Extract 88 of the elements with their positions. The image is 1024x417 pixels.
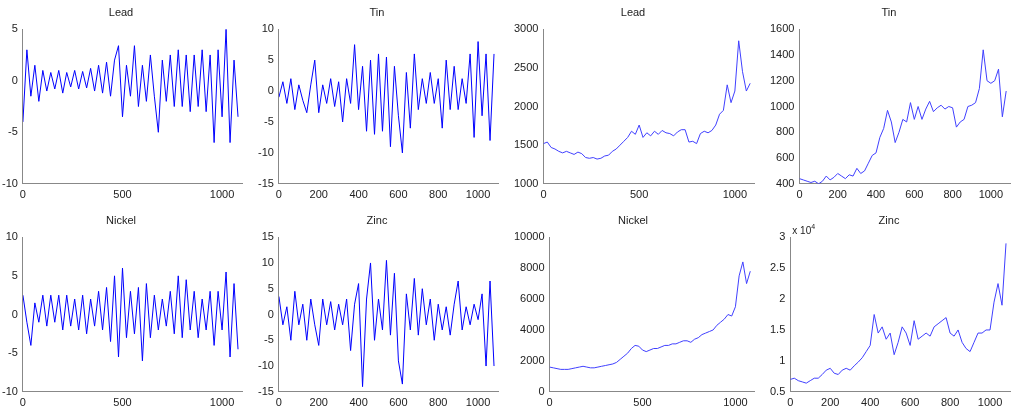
y-tick-label: 800 bbox=[776, 125, 795, 138]
y-tick-label: 0 bbox=[11, 307, 18, 320]
y-tick-label: -5 bbox=[264, 114, 274, 127]
y-tick-label: -10 bbox=[1, 176, 18, 189]
y-tick-label: -15 bbox=[257, 176, 274, 189]
y-tick-label: 1.5 bbox=[769, 322, 786, 335]
x-tick-label: 1000 bbox=[209, 188, 235, 201]
x-tick-label: 1000 bbox=[209, 396, 235, 409]
y-tick-label: -10 bbox=[257, 359, 274, 372]
y-tick-label: -5 bbox=[264, 333, 274, 346]
y-tick-label: 1200 bbox=[769, 73, 795, 86]
x-tick-label: 0 bbox=[19, 188, 26, 201]
y-tick-label: 0.5 bbox=[769, 384, 786, 397]
x-tick-label: 0 bbox=[546, 396, 553, 409]
y-tick-label: -5 bbox=[8, 125, 18, 138]
x-tick-label: 500 bbox=[113, 188, 132, 201]
x-tick-label: 0 bbox=[19, 396, 26, 409]
y-tick-label: 1000 bbox=[769, 99, 795, 112]
y-tick-label: 10000 bbox=[513, 230, 545, 243]
x-tick-label: 500 bbox=[629, 188, 649, 201]
y-tick-label: 0 bbox=[267, 84, 274, 97]
x-tick-label: 1000 bbox=[722, 188, 748, 201]
y-tick-label: 600 bbox=[776, 151, 795, 164]
y-tick-label: -10 bbox=[257, 145, 274, 158]
y-tick-label: 3000 bbox=[513, 22, 539, 35]
y-tick-label: 1 bbox=[779, 353, 786, 366]
x-tick-label: 600 bbox=[905, 188, 924, 201]
y-tick-label: 2 bbox=[779, 292, 786, 305]
x-tick-label: 400 bbox=[861, 396, 880, 409]
y-tick-label: 0 bbox=[11, 73, 18, 86]
x-tick-label: 1000 bbox=[465, 188, 491, 201]
chart-title: Nickel bbox=[618, 213, 648, 226]
x-tick-label: 400 bbox=[349, 396, 368, 409]
x-tick-label: 500 bbox=[113, 396, 132, 409]
x-tick-label: 600 bbox=[900, 396, 920, 409]
y-tick-label: 2000 bbox=[520, 353, 545, 366]
y-tick-label: 3 bbox=[779, 230, 786, 243]
x-tick-label: 800 bbox=[429, 396, 448, 409]
chart-title: Tin bbox=[369, 5, 385, 18]
chart-title: Tin bbox=[881, 5, 897, 18]
y-tick-label: 1500 bbox=[513, 138, 539, 151]
y-tick-label: 0 bbox=[538, 384, 545, 397]
y-tick-label: 10 bbox=[261, 256, 274, 268]
y-tick-label: 5 bbox=[267, 53, 274, 66]
y-tick-label: 400 bbox=[776, 176, 795, 189]
chart-title: Lead bbox=[108, 5, 134, 18]
y-tick-label: 1000 bbox=[513, 176, 539, 189]
x-tick-label: 200 bbox=[828, 188, 847, 201]
y-tick-label: 2000 bbox=[513, 99, 539, 112]
y-tick-label: 2500 bbox=[513, 60, 539, 73]
x-tick-label: 800 bbox=[943, 188, 962, 201]
x-tick-label: 200 bbox=[309, 188, 328, 201]
chart-title: Lead bbox=[620, 5, 646, 18]
x-tick-label: 1000 bbox=[723, 396, 748, 409]
x-tick-label: 200 bbox=[309, 396, 328, 409]
x-tick-label: 400 bbox=[349, 188, 368, 201]
x-tick-label: 800 bbox=[429, 188, 448, 201]
y-tick-label: 1600 bbox=[769, 22, 795, 35]
x-tick-label: 600 bbox=[389, 396, 408, 409]
y-tick-label: -10 bbox=[1, 384, 18, 397]
x-tick-label: 0 bbox=[275, 188, 282, 201]
x-tick-label: 400 bbox=[866, 188, 886, 201]
y-tick-label: -15 bbox=[257, 384, 274, 397]
y-tick-label: 10 bbox=[261, 22, 274, 35]
chart-title: Zinc bbox=[366, 213, 388, 226]
y-tick-label: 5 bbox=[11, 22, 18, 35]
chart-title: Nickel bbox=[106, 213, 136, 226]
y-tick-label: 15 bbox=[261, 230, 274, 243]
y-tick-label: 8000 bbox=[520, 261, 545, 274]
x-tick-label: 0 bbox=[275, 396, 282, 409]
y-tick-label: 5 bbox=[267, 281, 274, 294]
y-tick-label: 0 bbox=[267, 307, 274, 320]
chart-title: Zinc bbox=[878, 213, 900, 226]
x-tick-label: 1000 bbox=[977, 396, 1003, 409]
y-tick-label: 2.5 bbox=[769, 261, 786, 274]
x-tick-label: 200 bbox=[821, 396, 840, 409]
x-tick-label: 600 bbox=[389, 188, 408, 201]
x-tick-label: 0 bbox=[796, 188, 803, 201]
x-tick-label: 800 bbox=[940, 396, 960, 409]
y-tick-label: 4000 bbox=[520, 322, 545, 335]
y-tick-label: 10 bbox=[5, 230, 18, 243]
y-tick-label: 5 bbox=[11, 268, 18, 281]
x-tick-label: 500 bbox=[633, 396, 652, 409]
y-tick-label: 1400 bbox=[769, 48, 795, 60]
x-tick-label: 1000 bbox=[978, 188, 1004, 201]
y-tick-label: -5 bbox=[8, 346, 18, 359]
y-tick-label: 6000 bbox=[520, 292, 545, 305]
x-tick-label: 1000 bbox=[465, 396, 491, 409]
